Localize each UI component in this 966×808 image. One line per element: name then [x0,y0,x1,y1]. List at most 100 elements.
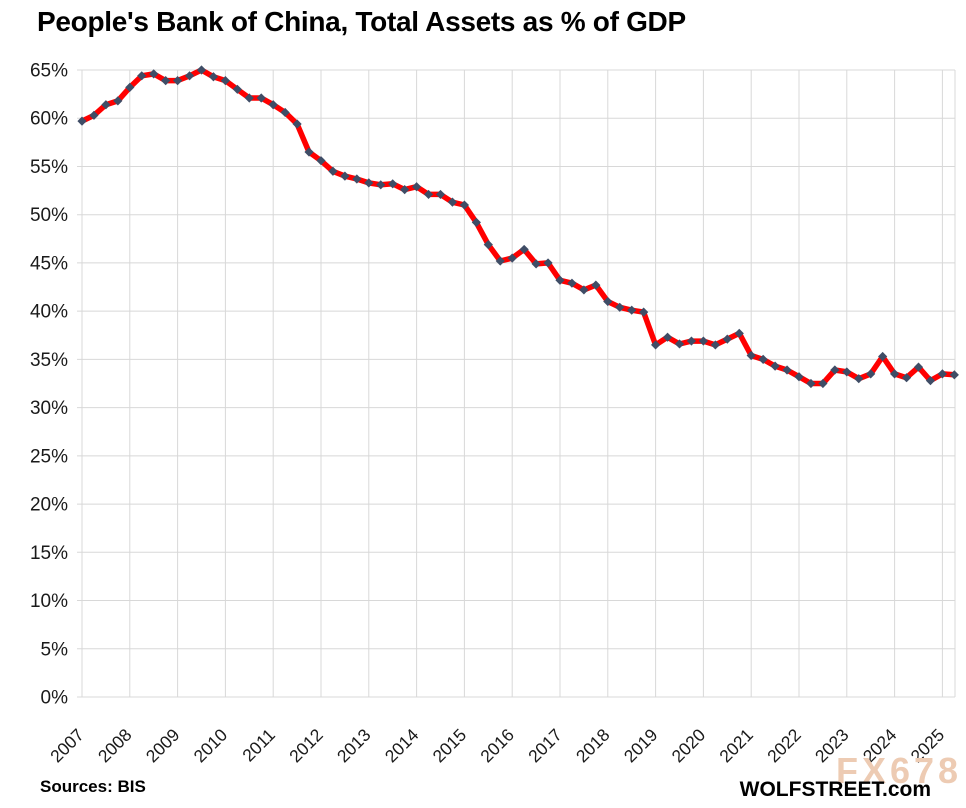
series-line [79,67,958,387]
data-point-marker [423,189,434,200]
data-point-marker [495,256,505,266]
data-point-marker [328,166,338,176]
x-tick-label: 2011 [238,725,279,766]
watermark: FX678 [836,750,963,791]
data-point-marker [722,334,732,344]
data-point-marker [125,82,135,92]
y-tick-label: 65% [30,61,68,82]
data-point-marker [161,76,171,86]
x-tick-label: 2012 [285,725,327,767]
data-point-marker [507,253,517,263]
x-tick-label: 2015 [429,725,471,767]
y-tick-label: 10% [30,591,68,612]
y-tick-label: 55% [30,157,68,178]
y-tick-label: 20% [30,495,68,516]
data-point-marker [555,275,565,285]
data-point-marker [459,200,469,210]
data-point-marker [662,332,673,342]
data-point-marker [543,258,553,268]
data-point-marker [412,182,422,192]
y-tick-label: 25% [30,446,68,467]
sources-label: Sources: BIS [40,777,146,796]
data-point-marker [400,185,410,195]
data-point-marker [232,84,242,94]
data-point-marker [89,110,99,120]
data-point-marker [770,361,780,371]
data-point-marker [794,372,804,382]
data-point-marker [591,280,601,290]
data-point-marker [364,178,374,188]
data-point-marker [352,174,362,184]
x-tick-label: 2016 [476,725,518,767]
data-point-marker [519,244,529,255]
data-point-marker [531,259,541,269]
data-point-marker [340,171,350,181]
data-point-marker [208,72,219,82]
data-point-marker [818,378,828,389]
data-point-marker [256,93,266,103]
data-point-marker [639,307,649,317]
x-tick-label: 2008 [94,725,136,767]
data-point-marker [782,365,792,375]
data-point-marker [268,100,278,110]
x-tick-label: 2009 [142,725,184,767]
data-point-marker [842,367,852,377]
y-tick-label: 15% [30,543,68,564]
data-point-marker [244,93,254,103]
y-tick-label: 45% [30,253,68,274]
data-point-marker [316,156,326,166]
data-point-marker [173,76,183,86]
data-point-marker [184,71,195,81]
data-point-marker [890,369,900,379]
data-point-marker [830,365,840,375]
y-tick-label: 5% [41,639,69,660]
data-point-marker [304,147,314,157]
data-point-marker [758,354,768,364]
y-tick-label: 35% [30,350,68,371]
y-tick-label: 50% [30,205,68,226]
brand-label: WOLFSTREET.com [739,778,931,801]
y-tick-label: 30% [30,398,68,419]
data-point-marker [220,76,230,86]
data-point-marker [913,362,924,372]
data-point-marker [949,370,959,380]
data-point-marker [674,339,685,349]
x-tick-label: 2022 [763,725,805,767]
data-point-marker [567,278,577,288]
data-point-marker [137,71,147,81]
data-point-marker [627,305,637,315]
data-point-marker [686,336,697,346]
data-point-marker [698,336,708,346]
data-point-marker [710,340,720,350]
chart-title: People's Bank of China, Total Assets as … [37,6,686,37]
data-point-marker [878,351,888,362]
x-tick-label: 2019 [620,725,662,767]
y-tick-label: 0% [41,688,69,709]
x-tick-label: 2020 [668,725,710,767]
data-point-marker [579,285,589,295]
y-tick-label: 60% [30,109,68,130]
data-point-marker [854,374,864,384]
data-point-marker [651,340,661,350]
data-point-marker [388,179,398,189]
data-point-marker [376,180,386,190]
data-point-marker [746,350,756,361]
data-point-marker [435,189,446,200]
data-point-marker [806,378,816,389]
data-point-marker [901,373,912,383]
y-tick-label: 40% [30,302,68,323]
data-point-marker [196,65,207,75]
data-point-marker [101,100,111,110]
data-point-marker [866,369,876,379]
x-tick-label: 2021 [715,725,757,767]
data-point-marker [734,328,744,338]
x-tick-label: 2010 [190,725,232,767]
x-tick-label: 2014 [381,725,423,767]
data-point-marker [113,96,123,106]
data-point-marker [925,376,936,386]
data-point-marker [447,197,458,207]
x-tick-label: 2018 [572,725,614,767]
data-point-marker [483,239,493,250]
